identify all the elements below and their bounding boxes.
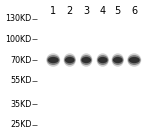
Ellipse shape	[129, 57, 140, 63]
Ellipse shape	[81, 57, 91, 63]
Text: 3: 3	[83, 6, 89, 15]
Ellipse shape	[64, 55, 75, 65]
Text: 4: 4	[100, 6, 106, 15]
Text: 6: 6	[131, 6, 137, 15]
Ellipse shape	[80, 53, 92, 67]
Text: 55KD: 55KD	[10, 76, 32, 85]
Ellipse shape	[46, 53, 60, 67]
Text: 5: 5	[115, 6, 121, 15]
Ellipse shape	[127, 53, 141, 67]
Ellipse shape	[47, 55, 60, 65]
Ellipse shape	[128, 55, 141, 65]
Text: 70KD: 70KD	[10, 55, 32, 65]
Text: 35KD: 35KD	[10, 100, 32, 109]
Text: 25KD: 25KD	[10, 120, 32, 129]
Text: 100KD: 100KD	[5, 35, 32, 44]
Ellipse shape	[65, 57, 75, 63]
Text: 1: 1	[50, 6, 56, 15]
Ellipse shape	[97, 55, 108, 65]
Ellipse shape	[98, 57, 108, 63]
Text: 2: 2	[67, 6, 73, 15]
Ellipse shape	[113, 57, 123, 63]
Ellipse shape	[64, 53, 76, 67]
Ellipse shape	[97, 53, 109, 67]
Ellipse shape	[48, 57, 59, 63]
Ellipse shape	[112, 53, 124, 67]
Ellipse shape	[112, 55, 123, 65]
Text: 130KD: 130KD	[5, 14, 32, 23]
Ellipse shape	[81, 55, 92, 65]
